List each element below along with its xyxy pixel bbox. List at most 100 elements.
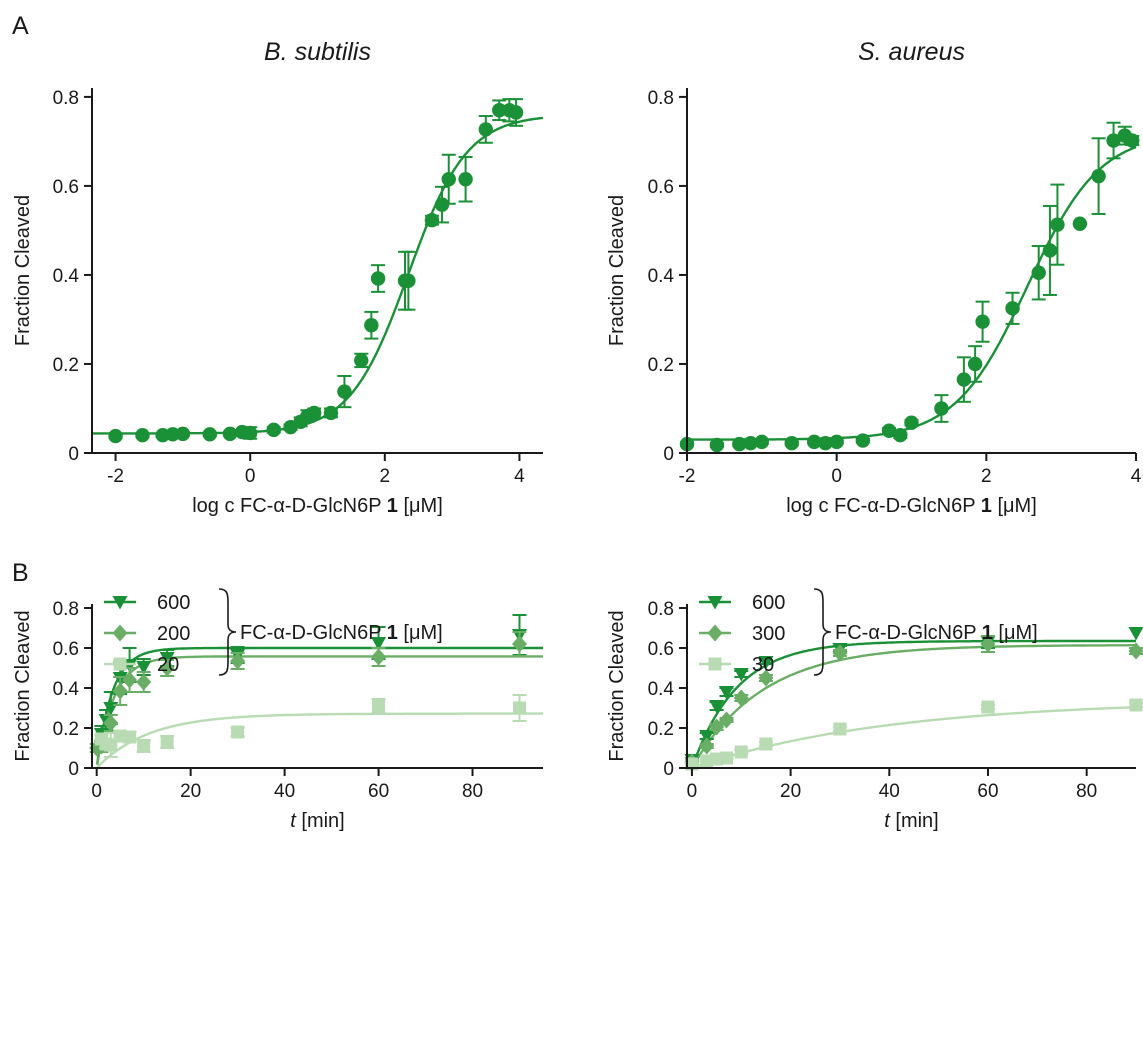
- chart-1-point-s0: [1050, 217, 1065, 232]
- chart-0-point-s0: [458, 172, 473, 187]
- chart-3-point-s0: [699, 730, 715, 744]
- chart-3-y-axis-label: Fraction Cleaved: [606, 610, 628, 761]
- chart-2-legend-marker: [113, 657, 127, 671]
- chart-s-aureus-time-course: 0 20 40 60 80 0 0.2 0.4 0.6 0.8 Fraction Cleaved t …: [606, 588, 1143, 832]
- chart-0-point-s0: [441, 172, 456, 187]
- chart-2-point-s2: [160, 735, 174, 749]
- chart-1-point-s0: [754, 434, 770, 450]
- chart-1-point-s0: [904, 415, 919, 430]
- chart-3-y-tick-label: 0.4: [648, 679, 675, 700]
- chart-2-point-s1: [136, 673, 152, 691]
- panel-label-b: B: [12, 559, 29, 587]
- chart-0-point-s0: [202, 427, 217, 442]
- chart-3-legend-brace: [813, 588, 832, 676]
- chart-3-x-tick-label: 20: [780, 781, 801, 802]
- chart-2-legend: 600 200 20 FC-α-D-GlcN6P 1 [μM]: [104, 588, 443, 676]
- chart-0-x-axis-label: log c FC-α-D-GlcN6P 1 [μM]: [192, 495, 443, 517]
- chart-2-y-tick-label: 0.8: [53, 599, 79, 620]
- chart-1-point-s0: [967, 356, 983, 372]
- chart-1-y-tick-label: 0.8: [648, 88, 674, 109]
- chart-2-y-axis-label: Fraction Cleaved: [12, 610, 34, 761]
- chart-3-point-s0: [718, 686, 734, 700]
- chart-0-point-s0: [424, 213, 440, 228]
- chart-2-y-tick-label: 0: [68, 759, 79, 780]
- chart-3-point-s1: [980, 635, 996, 653]
- chart-2-point-s2: [123, 730, 137, 744]
- chart-1-point-s0: [732, 436, 747, 452]
- chart-1-x-tick-label: 2: [981, 466, 992, 487]
- chart-3-point-s2: [734, 745, 748, 759]
- chart-0-point-s0: [222, 426, 238, 442]
- chart-3-point-s0: [733, 668, 749, 682]
- chart-1-fit-curve-0: [687, 145, 1137, 441]
- chart-1-point-s0: [1005, 301, 1020, 316]
- chart-1-point-s0: [893, 427, 908, 443]
- chart-3-point-s2: [759, 737, 773, 751]
- chart-2-x-tick-label: 40: [274, 781, 295, 802]
- chart-2-legend-label: 600: [157, 592, 190, 614]
- chart-2-point-s0: [371, 637, 387, 651]
- chart-3-y-tick-label: 0: [663, 759, 674, 780]
- chart-0-point-s0: [135, 427, 150, 443]
- chart-0-x-tick-label: 0: [245, 466, 256, 487]
- chart-3-x-tick-label: 40: [879, 781, 900, 802]
- chart-1-y-tick-label: 0.6: [648, 177, 674, 198]
- chart-0-point-s0: [354, 353, 369, 368]
- chart-3-legend-marker: [707, 596, 723, 610]
- chart-0-point-s0: [370, 271, 386, 286]
- chart-3-point-s2: [981, 700, 995, 714]
- chart-2-legend-label: 200: [157, 623, 190, 645]
- chart-3-x-tick-label: 0: [687, 781, 698, 802]
- chart-0-x-tick-label: -2: [107, 466, 124, 487]
- chart-2-fit-curve-2: [96, 712, 543, 769]
- chart-3-point-s0: [709, 700, 725, 714]
- chart-2-y-tick-label: 0.4: [53, 679, 80, 700]
- chart-1-x-tick-label: 4: [1131, 466, 1142, 487]
- chart-1-point-s0: [975, 314, 990, 329]
- chart-2-y-tick-label: 0.6: [53, 639, 79, 660]
- chart-1-y-tick-label: 0.4: [648, 266, 675, 287]
- chart-2-legend-title: FC-α-D-GlcN6P 1 [μM]: [240, 622, 443, 644]
- chart-2-point-s2: [372, 699, 386, 713]
- chart-0-point-s0: [492, 103, 507, 118]
- chart-1-point-s0: [1106, 133, 1121, 148]
- chart-0-x-tick-label: 2: [380, 466, 391, 487]
- chart-3-y-tick-label: 0.8: [648, 599, 674, 620]
- chart-3-x-tick-label: 80: [1076, 781, 1097, 802]
- chart-2-legend-label: 20: [157, 654, 179, 676]
- chart-0-point-s0: [175, 426, 191, 442]
- chart-2-point-s1: [159, 659, 175, 677]
- chart-1-point-s0: [1091, 168, 1106, 184]
- chart-2-x-tick-label: 20: [180, 781, 201, 802]
- chart-0-point-s0: [323, 405, 339, 421]
- chart-0-point-s0: [108, 428, 123, 444]
- chart-0-y-tick-label: 0.4: [53, 266, 80, 287]
- chart-3-point-s2: [710, 752, 724, 766]
- chart-0-point-s0: [266, 422, 281, 438]
- panel-label-a: A: [12, 12, 29, 40]
- chart-1-point-s0: [818, 436, 833, 451]
- chart-0-y-axis-label: Fraction Cleaved: [12, 195, 34, 346]
- chart-3-point-s1: [718, 711, 734, 729]
- chart-3-legend-marker: [708, 657, 722, 671]
- chart-0-point-s0: [508, 105, 524, 120]
- chart-0-point-s0: [337, 384, 352, 399]
- chart-3-point-s2: [719, 751, 733, 765]
- chart-0-y-tick-label: 0: [68, 444, 79, 465]
- chart-0-point-s0: [478, 122, 493, 137]
- chart-2-point-s1: [103, 714, 119, 732]
- chart-1-x-tick-label: 0: [831, 466, 842, 487]
- chart-2-y-tick-label: 0.2: [53, 719, 79, 740]
- chart-1-point-s0: [956, 372, 972, 387]
- chart-1-y-tick-label: 0.2: [648, 355, 674, 376]
- chart-0-y-tick-label: 0.8: [53, 88, 79, 109]
- chart-2-point-s2: [231, 725, 245, 739]
- chart-1-point-s0: [807, 434, 822, 450]
- chart-3-legend-label: 600: [752, 592, 785, 614]
- chart-3-y-tick-label: 0.6: [648, 639, 674, 660]
- chart-0-y-tick-label: 0.6: [53, 177, 79, 198]
- chart-0-point-s0: [242, 425, 258, 441]
- chart-1-point-s0: [1042, 243, 1058, 258]
- chart-2-legend-marker: [112, 596, 128, 610]
